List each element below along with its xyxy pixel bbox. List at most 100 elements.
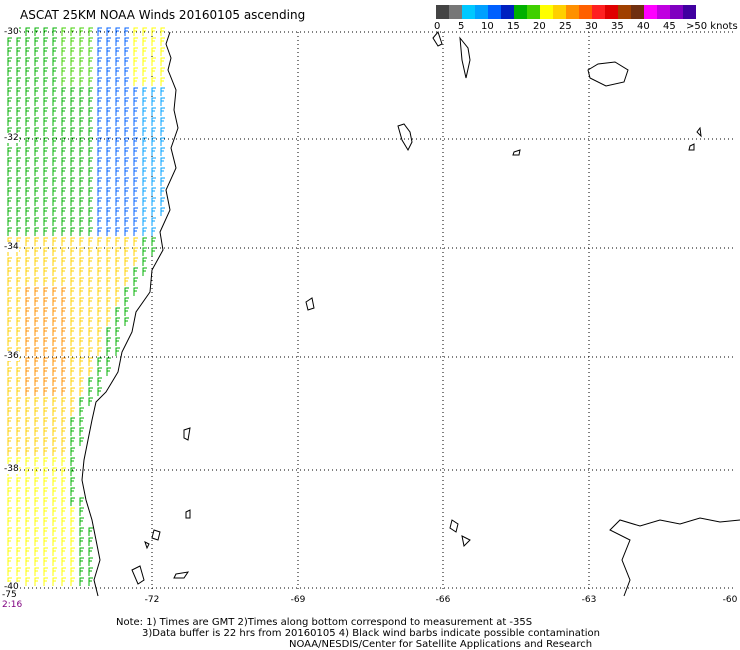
wind-barb xyxy=(61,277,66,286)
colorbar-label: 25 xyxy=(559,21,572,32)
wind-barb xyxy=(25,337,30,346)
wind-barb xyxy=(142,167,147,176)
wind-barb xyxy=(52,297,57,306)
wind-barb xyxy=(43,387,48,396)
wind-barb xyxy=(43,417,48,426)
wind-barb xyxy=(88,537,93,546)
wind-barb xyxy=(61,27,66,36)
wind-barb xyxy=(70,57,75,66)
wind-barb xyxy=(61,367,66,376)
wind-barb xyxy=(16,297,21,306)
wind-barb xyxy=(88,157,93,166)
wind-barb xyxy=(7,77,12,86)
wind-barb xyxy=(16,497,21,506)
wind-barb xyxy=(97,177,102,186)
wind-barb xyxy=(34,467,39,476)
wind-barb xyxy=(106,267,111,276)
wind-barb xyxy=(43,197,48,206)
wind-barb xyxy=(70,267,75,276)
wind-barb xyxy=(70,497,75,506)
wind-barb xyxy=(7,377,12,386)
wind-barb xyxy=(70,517,75,526)
wind-barb xyxy=(70,447,75,456)
wind-barb xyxy=(133,227,138,236)
wind-barb xyxy=(7,147,12,156)
wind-barb xyxy=(79,547,84,556)
wind-barb xyxy=(34,487,39,496)
wind-barb xyxy=(124,67,129,76)
wind-barb xyxy=(88,247,93,256)
wind-barb xyxy=(52,477,57,486)
wind-barb xyxy=(106,27,111,36)
wind-barb xyxy=(142,197,147,206)
wind-barb xyxy=(79,237,84,246)
wind-barb xyxy=(142,87,147,96)
wind-barb xyxy=(34,297,39,306)
wind-barb xyxy=(88,107,93,116)
wind-barb xyxy=(106,227,111,236)
wind-barb xyxy=(124,227,129,236)
wind-barb xyxy=(97,127,102,136)
wind-barb xyxy=(97,317,102,326)
wind-barb xyxy=(43,87,48,96)
wind-barb xyxy=(151,177,156,186)
wind-barb xyxy=(88,357,93,366)
wind-barb xyxy=(79,307,84,316)
wind-barb xyxy=(88,227,93,236)
wind-barb xyxy=(43,287,48,296)
wind-barb xyxy=(88,217,93,226)
wind-barb xyxy=(34,217,39,226)
wind-barb xyxy=(7,567,12,576)
wind-barb xyxy=(43,497,48,506)
wind-barb xyxy=(151,247,156,256)
wind-barb xyxy=(97,117,102,126)
wind-barb xyxy=(124,307,129,316)
wind-barb xyxy=(52,237,57,246)
wind-barb xyxy=(25,247,30,256)
wind-barb xyxy=(79,257,84,266)
note-line-3: NOAA/NESDIS/Center for Satellite Applica… xyxy=(289,639,593,650)
wind-barb xyxy=(124,237,129,246)
colorbar-label: 0 xyxy=(434,21,441,32)
wind-barb xyxy=(97,37,102,46)
wind-barb xyxy=(97,147,102,156)
wind-barb xyxy=(52,367,57,376)
wind-barb xyxy=(151,137,156,146)
wind-barb xyxy=(34,227,39,236)
colorbar-segment xyxy=(553,5,566,19)
wind-barb xyxy=(79,357,84,366)
wind-barb xyxy=(52,97,57,106)
wind-barb xyxy=(70,227,75,236)
wind-barb xyxy=(7,487,12,496)
wind-barb xyxy=(34,197,39,206)
wind-barb xyxy=(25,397,30,406)
wind-barb xyxy=(142,67,147,76)
wind-barb xyxy=(25,577,30,586)
wind-barb xyxy=(61,517,66,526)
wind-barb xyxy=(70,557,75,566)
wind-barb xyxy=(133,267,138,276)
wind-barb xyxy=(43,97,48,106)
wind-barb xyxy=(97,297,102,306)
wind-barb xyxy=(142,77,147,86)
wind-barb xyxy=(70,357,75,366)
wind-barb xyxy=(79,557,84,566)
wind-barb xyxy=(16,107,21,116)
colorbar-segment xyxy=(436,5,449,19)
wind-barb xyxy=(34,427,39,436)
wind-barb xyxy=(52,207,57,216)
wind-barb xyxy=(7,397,12,406)
wind-barb xyxy=(97,347,102,356)
island xyxy=(459,36,471,79)
wind-barb xyxy=(43,207,48,216)
wind-barb xyxy=(97,207,102,216)
wind-barb xyxy=(133,217,138,226)
lon-label: -69 xyxy=(290,595,306,605)
wind-barb xyxy=(88,347,93,356)
colorbar-label: 5 xyxy=(458,21,465,32)
wind-barb xyxy=(97,97,102,106)
wind-barb xyxy=(16,257,21,266)
wind-barb xyxy=(88,37,93,46)
wind-barb xyxy=(25,267,30,276)
wind-barb xyxy=(88,177,93,186)
